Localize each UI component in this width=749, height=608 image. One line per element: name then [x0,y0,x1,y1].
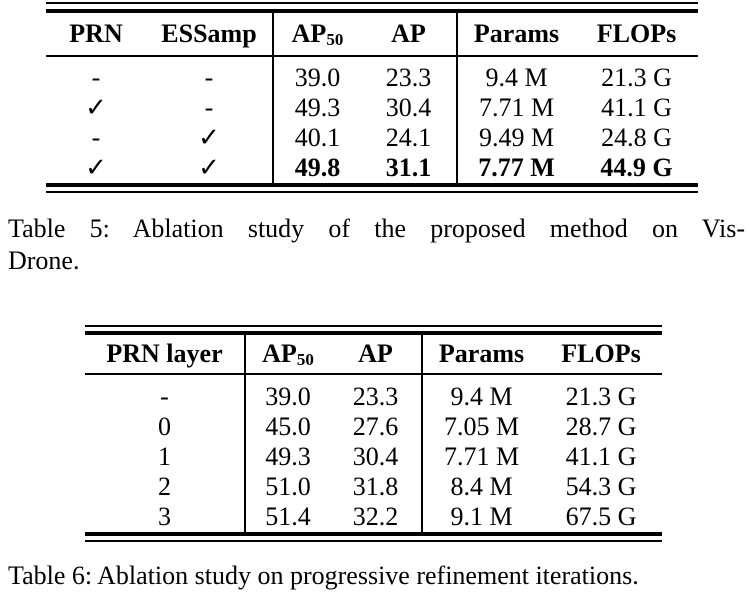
cell-ap: 24.1 [385,123,432,152]
cell-params: 8.4 M [421,472,540,502]
ablation-table-5: PRN ESSamp AP50 AP Params FLOPs - - 39.0… [46,2,698,193]
table-row: - ✓ 40.1 24.1 9.49 M 24.8 G [46,123,698,153]
header-flops: FLOPs [575,11,698,57]
cell-flops: 41.1 G [565,442,637,471]
header-ap50-base: AP [262,339,297,368]
cell-ap: 31.8 [352,472,399,501]
cell-ap50: 49.3 [244,442,330,472]
header-ap50: AP50 [272,11,361,57]
cell-ap50: 51.4 [244,502,330,534]
table-row: ✓ - 49.3 30.4 7.71 M 41.1 G [46,93,698,123]
cell-params: 9.49 M [456,123,575,153]
cell-essamp: ✓ [198,123,220,152]
cell-ap: 31.1 [385,153,432,182]
table-row: 0 45.0 27.6 7.05 M 28.7 G [85,412,662,442]
header-ap50-subscript: 50 [296,350,314,370]
cell-flops: 24.8 G [601,123,672,152]
cell-flops: 28.7 G [565,412,637,441]
cell-prn: - [91,123,101,152]
cell-layer: 3 [158,502,171,531]
cell-params: 7.77 M [456,153,575,185]
table-5: PRN ESSamp AP50 AP Params FLOPs - - 39.0… [46,9,698,187]
cell-params: 9.4 M [456,56,575,93]
cell-layer: - [160,382,169,411]
cell-ap50: 49.8 [272,153,361,185]
cell-flops: 41.1 G [601,93,672,122]
table-5-caption-line1: Table 5: Ablation study of the proposed … [8,214,745,243]
table-row: - 39.0 23.3 9.4 M 21.3 G [85,374,662,412]
table-row: 2 51.0 31.8 8.4 M 54.3 G [85,472,662,502]
table-6-caption-line: Table 6: Ablation study on progressive r… [8,561,639,590]
table-row: - - 39.0 23.3 9.4 M 21.3 G [46,56,698,93]
table-5-caption-line2: Drone. [8,246,80,275]
table-row: 1 49.3 30.4 7.71 M 41.1 G [85,442,662,472]
table-6: PRN layer AP50 AP Params FLOPs - 39.0 23… [85,331,662,536]
cell-flops: 21.3 G [601,63,672,92]
cell-layer: 2 [158,472,171,501]
cell-prn: - [91,63,101,92]
table-row: 3 51.4 32.2 9.1 M 67.5 G [85,502,662,534]
header-ap50: AP50 [244,333,330,375]
table-5-caption: Table 5: Ablation study of the proposed … [8,213,745,277]
cell-essamp: - [204,93,214,122]
table-5-header-row: PRN ESSamp AP50 AP Params FLOPs [46,11,698,57]
cell-layer: 0 [158,412,171,441]
cell-essamp: - [204,63,214,92]
header-ap: AP [330,333,422,375]
cell-params: 7.05 M [421,412,540,442]
cell-ap: 27.6 [352,412,399,441]
cell-ap: 32.2 [352,502,399,531]
cell-params: 9.1 M [421,502,540,534]
header-prn: PRN [46,11,146,57]
table-row: ✓ ✓ 49.8 31.1 7.77 M 44.9 G [46,153,698,185]
cell-ap50: 51.0 [244,472,330,502]
ablation-table-6: PRN layer AP50 AP Params FLOPs - 39.0 23… [85,325,662,542]
header-params: Params [456,11,575,57]
cell-ap50: 39.0 [244,374,330,412]
cell-params: 7.71 M [421,442,540,472]
cell-params: 7.71 M [456,93,575,123]
cell-flops: 54.3 G [565,472,637,501]
cell-flops: 44.9 G [600,153,673,182]
cell-ap50: 40.1 [272,123,361,153]
header-prn-layer: PRN layer [85,333,245,375]
cell-params: 9.4 M [421,374,540,412]
cell-ap: 30.4 [352,442,399,471]
cell-ap50: 49.3 [272,93,361,123]
header-params: Params [421,333,540,375]
header-ap50-subscript: 50 [326,30,344,50]
cell-ap50: 39.0 [272,56,361,93]
cell-prn: ✓ [85,153,107,182]
cell-ap: 23.3 [385,63,432,92]
cell-ap: 23.3 [352,382,399,411]
table-6-caption: Table 6: Ablation study on progressive r… [8,560,745,592]
header-flops: FLOPs [540,333,662,375]
cell-prn: ✓ [85,93,107,122]
cell-layer: 1 [158,442,171,471]
header-ap: AP [361,11,457,57]
cell-flops: 67.5 G [565,502,637,531]
table-6-header-row: PRN layer AP50 AP Params FLOPs [85,333,662,375]
cell-flops: 21.3 G [565,382,637,411]
cell-ap: 30.4 [385,93,432,122]
header-essamp: ESSamp [146,11,273,57]
header-ap50-base: AP [291,19,327,48]
cell-ap50: 45.0 [244,412,330,442]
cell-essamp: ✓ [198,153,220,182]
